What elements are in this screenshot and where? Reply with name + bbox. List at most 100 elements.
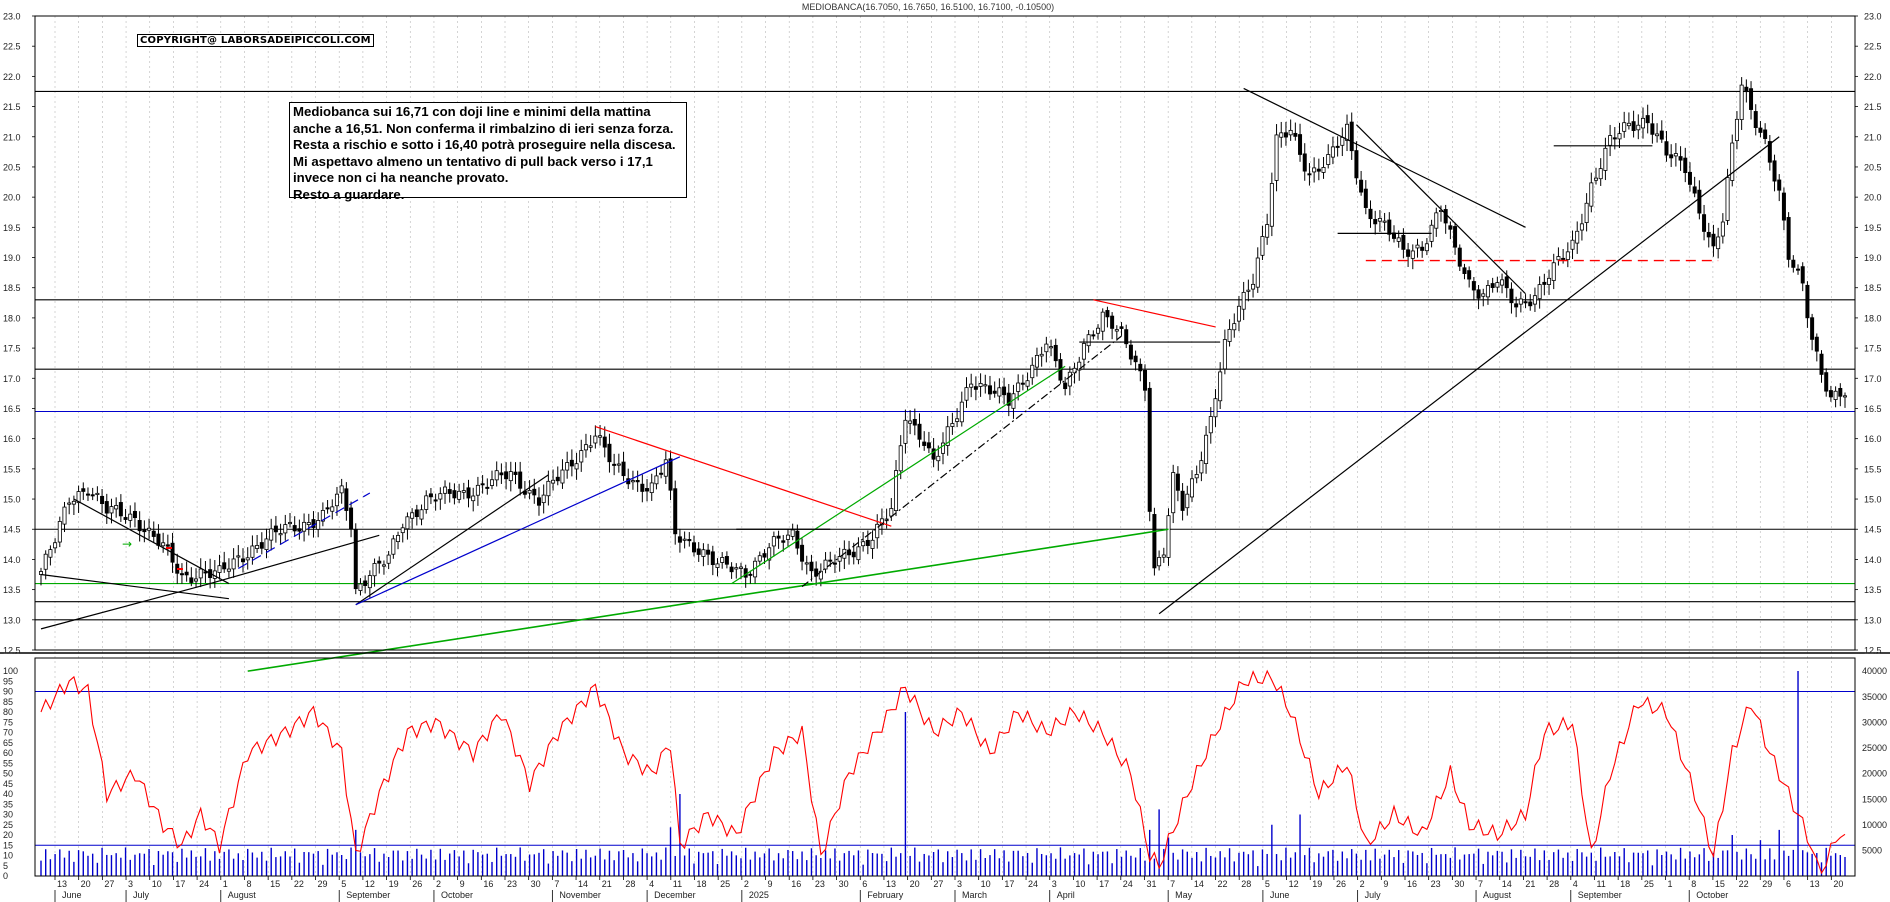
support-line	[247, 528, 1169, 672]
candle-body	[696, 548, 701, 555]
candle-body	[715, 563, 720, 568]
candle-body	[875, 523, 880, 539]
y-tick-label-right: 21.0	[1864, 132, 1882, 142]
candle-body	[1523, 301, 1528, 304]
candle-body	[475, 484, 480, 496]
candle-body	[414, 509, 419, 518]
candle-body	[1810, 317, 1815, 340]
candle-body	[400, 527, 405, 534]
candle-body	[67, 502, 72, 505]
candle-body	[1640, 117, 1645, 129]
y-tick-label-right: 23.0	[1864, 12, 1882, 22]
candle-body	[1312, 167, 1317, 173]
candle-body	[1185, 493, 1190, 509]
candle-body	[114, 505, 119, 510]
candle-body	[1622, 122, 1627, 132]
candle-body	[804, 562, 809, 565]
day-tick-label: 15	[270, 879, 280, 889]
day-tick-label: 18	[1620, 879, 1630, 889]
candle-body	[767, 547, 772, 561]
day-tick-label: 9	[460, 879, 465, 889]
candle-body	[1720, 221, 1725, 237]
y-tick-label-left: 13.0	[3, 615, 21, 625]
candle-body	[1279, 132, 1284, 138]
day-tick-label: 7	[1170, 879, 1175, 889]
osc-tick-label: 80	[3, 707, 13, 717]
candle-body	[1152, 514, 1157, 569]
candle-body	[602, 436, 607, 448]
y-tick-label-left: 17.0	[3, 374, 21, 384]
candle-body	[100, 495, 105, 505]
candle-body	[1697, 189, 1702, 214]
day-tick-label: 18	[696, 879, 706, 889]
candle-body	[245, 557, 250, 561]
day-tick-label: 4	[649, 879, 654, 889]
y-tick-label-left: 20.0	[3, 193, 21, 203]
month-label: October	[1696, 890, 1728, 900]
trendline	[1355, 124, 1526, 295]
candle-body	[898, 445, 903, 472]
day-tick-label: 24	[1028, 879, 1038, 889]
candle-body	[123, 517, 128, 520]
candle-body	[1490, 283, 1495, 288]
osc-tick-label: 60	[3, 748, 13, 758]
candle-body	[1589, 182, 1594, 207]
volume-tick-label: 30000	[1862, 717, 1887, 727]
candle-body	[410, 512, 415, 519]
y-tick-label-left: 14.5	[3, 525, 21, 535]
candle-body	[654, 475, 659, 485]
candle-body	[1049, 346, 1054, 349]
day-tick-label: 29	[1762, 879, 1772, 889]
y-tick-label-left: 17.5	[3, 344, 21, 354]
candle-body	[1645, 115, 1650, 124]
candle-body	[292, 525, 297, 532]
candle-body	[1077, 361, 1082, 371]
y-tick-label-left: 16.0	[3, 434, 21, 444]
day-tick-label: 16	[791, 879, 801, 889]
candle-body	[832, 562, 837, 565]
day-tick-label: 30	[839, 879, 849, 889]
candle-body	[1476, 289, 1481, 299]
candle-body	[865, 539, 870, 546]
day-tick-label: 2	[744, 879, 749, 889]
candle-body	[903, 419, 908, 444]
candle-body	[250, 545, 255, 558]
day-tick-label: 22	[294, 879, 304, 889]
candle-body	[1345, 123, 1350, 141]
candle-body	[1678, 156, 1683, 161]
osc-tick-label: 50	[3, 769, 13, 779]
candle-body	[612, 463, 617, 466]
osc-tick-label: 15	[3, 840, 13, 850]
candle-body	[499, 472, 504, 476]
candle-body	[161, 542, 166, 547]
candle-body	[1786, 217, 1791, 260]
y-tick-label-right: 20.5	[1864, 162, 1882, 172]
candle-body	[363, 580, 368, 586]
candle-body	[391, 538, 396, 555]
candle-body	[1067, 371, 1072, 387]
candle-body	[1401, 234, 1406, 250]
volume-tick-label: 10000	[1862, 820, 1887, 830]
note-line: Resta a rischio e sotto i 16,40 potrà pr…	[293, 137, 676, 152]
dash-dot-trendline	[801, 335, 1122, 588]
candle-body	[184, 571, 189, 576]
day-tick-label: 11	[1596, 879, 1605, 889]
day-tick-label: 7	[554, 879, 559, 889]
day-tick-label: 3	[128, 879, 133, 889]
note-line: Mi aspettavo almeno un tentativo di pull…	[293, 153, 653, 169]
green-arrow-icon: →	[122, 537, 132, 551]
candle-body	[1457, 247, 1462, 267]
note-line: invece non ci ha neanche provato.	[293, 170, 509, 185]
oscillator-panel	[35, 669, 1855, 876]
candle-body	[1053, 344, 1058, 362]
candle-body	[532, 488, 537, 496]
candle-body	[76, 491, 81, 504]
candle-body	[1091, 334, 1096, 337]
candle-body	[973, 386, 978, 390]
day-tick-label: 26	[1336, 879, 1346, 889]
candle-body	[1128, 344, 1133, 360]
candle-body	[1777, 179, 1782, 191]
candle-body	[776, 535, 781, 539]
candle-body	[1843, 395, 1848, 398]
candle-body	[1828, 390, 1833, 398]
